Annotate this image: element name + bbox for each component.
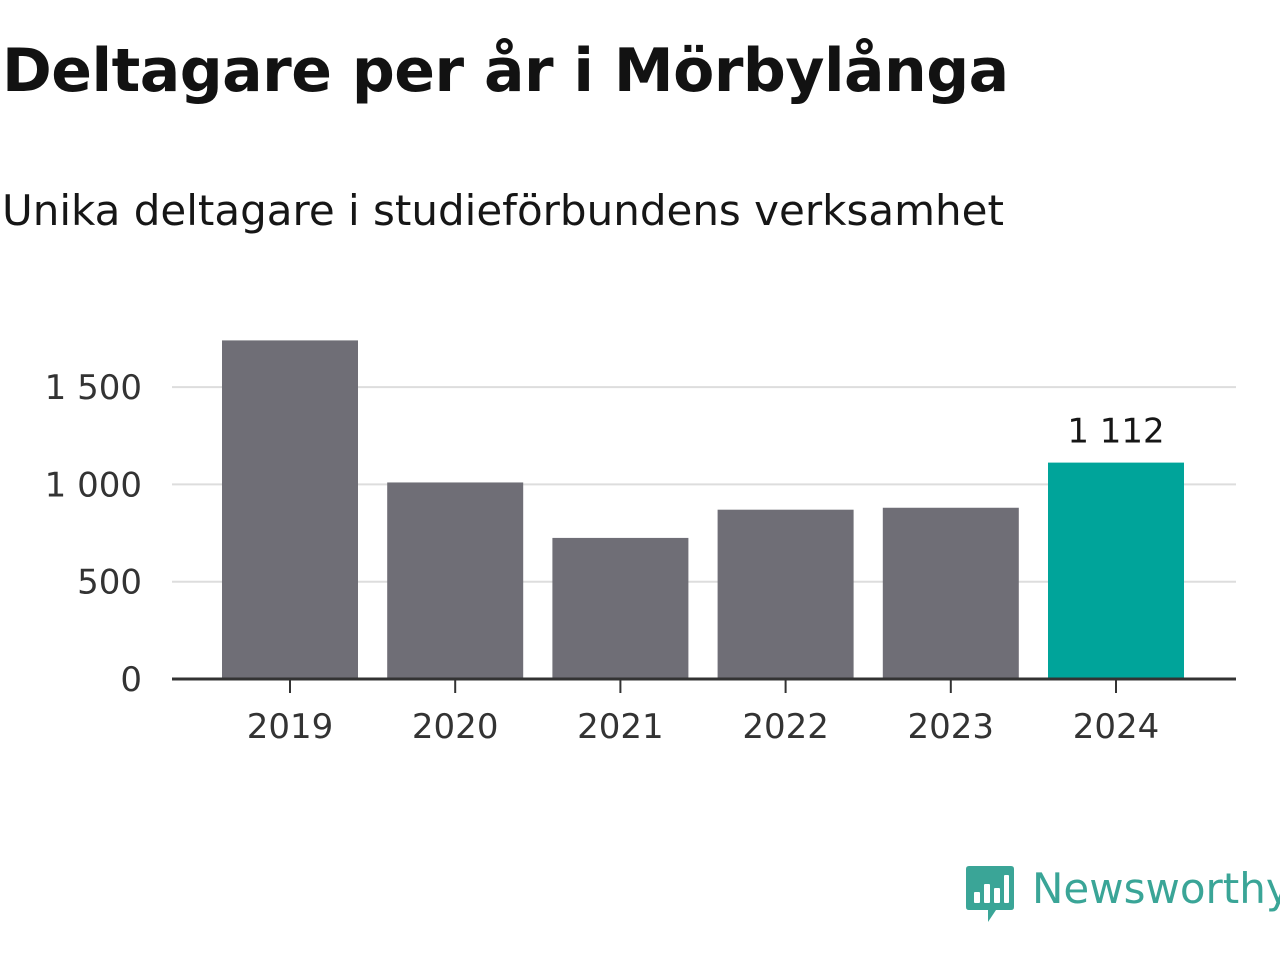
bar-2023 <box>882 507 1019 679</box>
x-tick-label-2022: 2022 <box>742 707 829 747</box>
bar-2024 <box>1048 462 1184 679</box>
brand-name: Newsworthy <box>1032 864 1280 913</box>
chart-subtitle: Unika deltagare i studieförbundens verks… <box>2 186 1004 235</box>
x-tick-label-2023: 2023 <box>908 707 995 747</box>
y-tick-label: 0 <box>120 660 142 700</box>
chart-title: Deltagare per år i Mörbylånga <box>2 36 1009 106</box>
x-tick-label-2021: 2021 <box>577 707 664 747</box>
x-tick-label-2024: 2024 <box>1073 707 1160 747</box>
brand: Newsworthy <box>964 864 1280 928</box>
x-tick-label-2019: 2019 <box>247 707 334 747</box>
labels: 0 500 1 000 1 500 2019 2020 2021 2022 2023 2024 1 … <box>45 368 1165 747</box>
data-label-2024: 1 112 <box>1067 412 1164 452</box>
bar-2019 <box>222 340 358 679</box>
bar-2021 <box>552 537 689 679</box>
y-tick-label: 1 500 <box>45 368 142 408</box>
x-tick-label-2020: 2020 <box>412 707 499 747</box>
y-tick-label: 1 000 <box>45 465 142 505</box>
y-tick-label: 500 <box>77 563 142 603</box>
bars <box>222 340 1184 679</box>
axes <box>172 677 1236 693</box>
newsworthy-logo-icon <box>966 866 1014 922</box>
bar-2020 <box>387 482 524 679</box>
bar-2022 <box>717 509 854 679</box>
